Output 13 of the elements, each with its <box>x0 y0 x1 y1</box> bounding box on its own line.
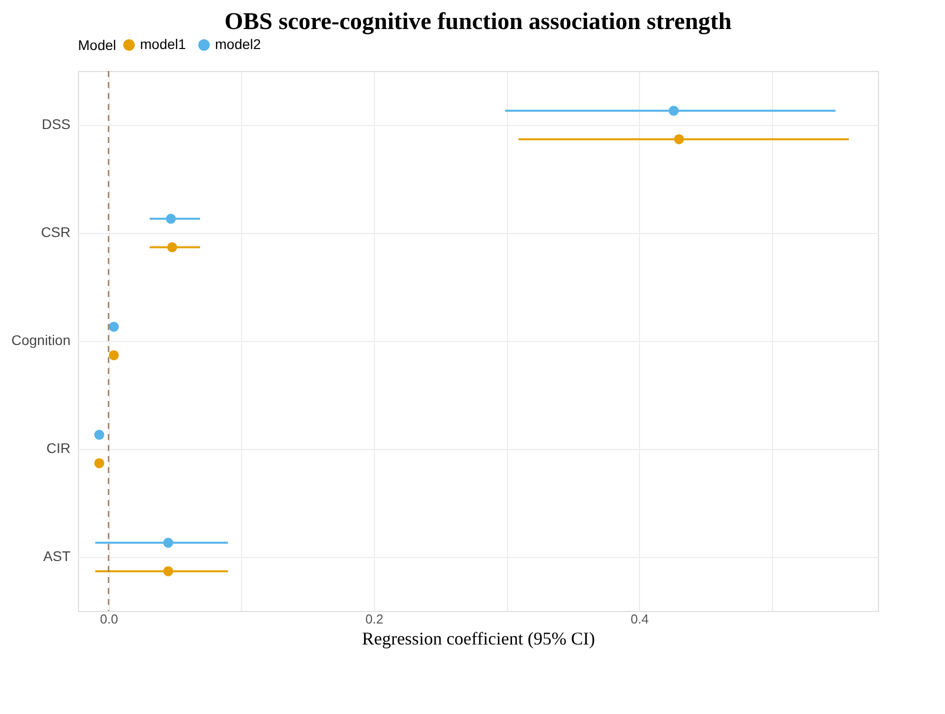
y-tick-label: CIR <box>46 440 70 456</box>
legend-label: model1 <box>140 36 186 52</box>
x-axis-title: Regression coefficient (95% CI) <box>362 628 596 648</box>
legend-title: Model <box>78 37 116 53</box>
legend-label: model2 <box>215 36 262 52</box>
x-tick-label: 0.0 <box>100 612 118 626</box>
y-tick-label: AST <box>43 548 71 564</box>
y-tick-label: Cognition <box>11 332 70 348</box>
x-tick-label: 0.4 <box>630 612 649 626</box>
y-tick-label: CSR <box>40 224 70 240</box>
chart-title: OBS score-cognitive function association strength <box>224 9 732 35</box>
x-tick-label: 0.2 <box>365 612 384 626</box>
y-tick-label: DSS <box>42 116 70 132</box>
